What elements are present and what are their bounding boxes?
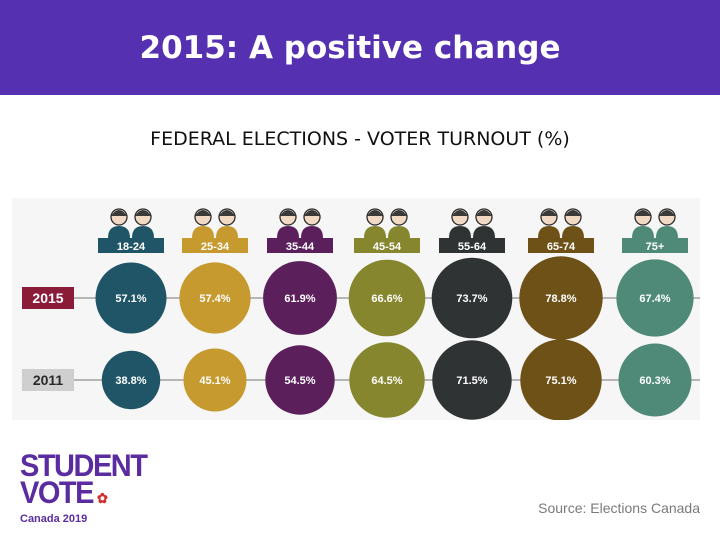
title-banner: 2015: A positive change — [0, 0, 720, 95]
chart-title: FEDERAL ELECTIONS - VOTER TURNOUT (%) — [150, 128, 570, 150]
age-label-bar — [354, 238, 420, 253]
age-label: 25-34 — [201, 241, 230, 253]
age-label: 55-64 — [458, 241, 487, 253]
turnout-chart: 2015 2011 18-24 25-34 35-44 45-54 55-64 65-74 75… — [22, 208, 700, 420]
turnout-bubble-2015 — [263, 261, 337, 335]
age-label: 75+ — [646, 241, 665, 253]
turnout-bubble-2011 — [520, 339, 602, 420]
year-label-box-2011 — [22, 369, 74, 391]
turnout-bubble-2015 — [179, 262, 251, 334]
age-label: 18-24 — [117, 241, 146, 253]
turnout-value-label: 78.8% — [545, 293, 576, 305]
logo-line-3: Canada 2019 — [20, 513, 88, 525]
year-label-box-2015 — [22, 287, 74, 309]
maple-leaf-icon: ✿ — [96, 489, 108, 506]
turnout-value-label: 75.1% — [545, 375, 576, 387]
age-label: 35-44 — [286, 241, 315, 253]
turnout-value-label: 67.4% — [639, 293, 670, 305]
people-icon — [192, 208, 238, 238]
source-note: Source: Elections Canada — [538, 500, 700, 516]
age-label-bar — [182, 238, 248, 253]
turnout-value-label: 64.5% — [371, 375, 402, 387]
turnout-bubble-2011 — [265, 345, 335, 415]
turnout-value-label: 66.6% — [371, 293, 402, 305]
people-icon — [108, 208, 154, 238]
year-label-2011: 2011 — [33, 372, 64, 388]
turnout-value-label: 73.7% — [456, 293, 487, 305]
turnout-bubble-2015 — [616, 259, 694, 337]
turnout-value-label: 61.9% — [284, 293, 315, 305]
logo-line-2-text: VOTE — [20, 475, 94, 511]
turnout-value-label: 45.1% — [199, 375, 230, 387]
age-label-bar — [528, 238, 594, 253]
age-label: 45-54 — [373, 241, 402, 253]
people-icon — [277, 208, 323, 238]
infographic-panel: 2015 2011 18-24 25-34 35-44 45-54 55-64 65-74 75… — [12, 198, 700, 420]
turnout-bubble-2011 — [432, 340, 512, 420]
people-icon — [632, 208, 678, 238]
turnout-bubble-2015 — [431, 257, 513, 339]
age-label-bar — [439, 238, 505, 253]
people-icon — [538, 208, 584, 238]
age-label-bar — [622, 238, 688, 253]
turnout-value-label: 54.5% — [284, 375, 315, 387]
age-label-bar — [267, 238, 333, 253]
turnout-value-label: 71.5% — [456, 375, 487, 387]
slide-title: 2015: A positive change — [139, 29, 561, 66]
turnout-value-label: 60.3% — [639, 375, 670, 387]
turnout-bubble-2011 — [618, 343, 692, 417]
turnout-bubble-2011 — [101, 350, 161, 410]
logo-line-2: VOTE ✿ — [20, 475, 120, 512]
year-label-2015: 2015 — [32, 290, 63, 306]
people-icon — [449, 208, 495, 238]
turnout-bubble-2011 — [183, 348, 247, 412]
turnout-value-label: 57.4% — [199, 293, 230, 305]
age-label: 65-74 — [547, 241, 576, 253]
turnout-bubble-2015 — [95, 262, 167, 334]
turnout-value-label: 57.1% — [115, 293, 146, 305]
turnout-bubble-2015 — [348, 259, 426, 337]
age-label-bar — [98, 238, 164, 253]
people-icon — [364, 208, 410, 238]
turnout-bubble-2015 — [519, 256, 603, 340]
turnout-bubble-2011 — [349, 342, 425, 418]
turnout-value-label: 38.8% — [115, 375, 146, 387]
logo-line-1: STUDENT — [20, 448, 148, 484]
student-vote-logo: STUDENT VOTE ✿ Canada 2019 — [20, 448, 148, 525]
